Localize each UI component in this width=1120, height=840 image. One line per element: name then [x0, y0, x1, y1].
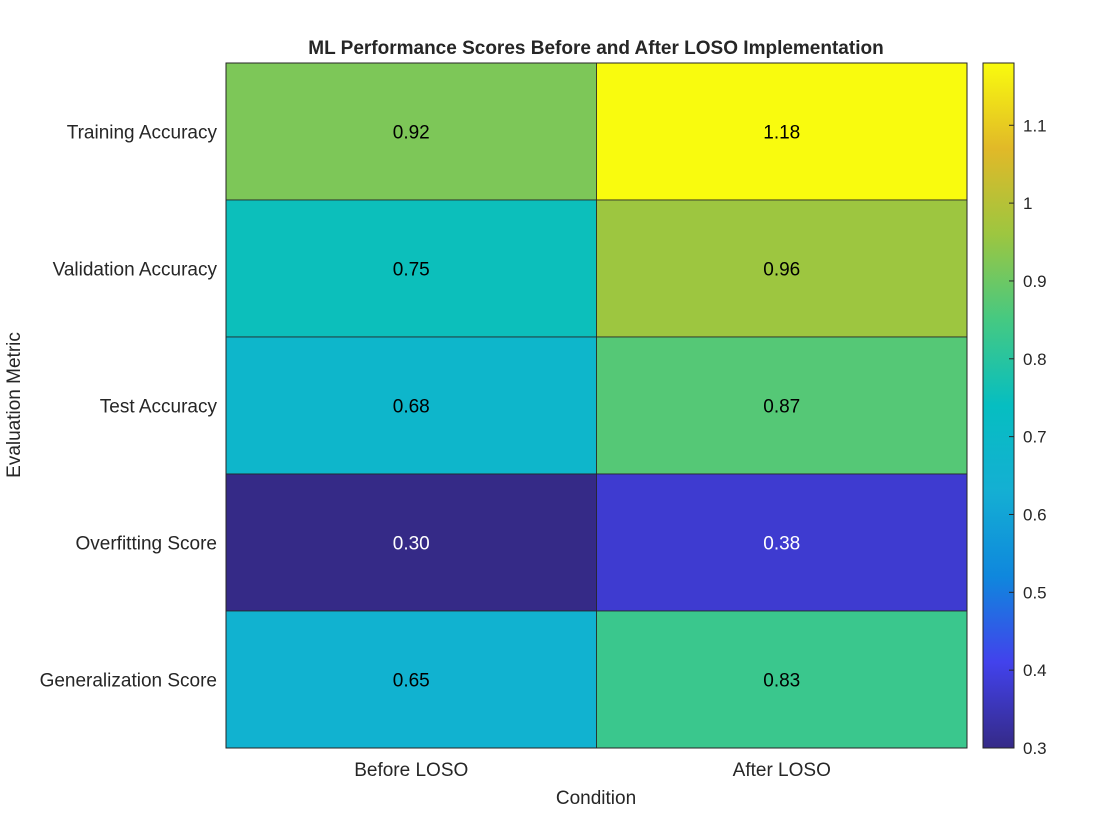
heatmap-cell — [225, 199, 597, 338]
colorbar-tick-label: 0.7 — [1023, 428, 1047, 447]
heatmap-cell — [596, 62, 968, 201]
cell-value-label: 0.68 — [393, 397, 430, 418]
heatmap-cell — [596, 199, 968, 338]
colorbar-tick-label: 1 — [1023, 194, 1032, 213]
colorbar-tick-label: 0.8 — [1023, 350, 1047, 369]
y-tick-label: Overfitting Score — [76, 534, 218, 555]
cell-value-label: 0.96 — [763, 260, 800, 281]
cell-value-label: 0.75 — [393, 260, 430, 281]
heatmap-cells: 0.92 1.18 0.75 0.96 0.68 0.87 0.30 0.38 0.65 0.83 — [225, 62, 968, 749]
chart-title: ML Performance Scores Before and After L… — [308, 38, 883, 59]
y-tick-label: Test Accuracy — [100, 397, 218, 418]
colorbar-tick-label: 0.5 — [1023, 583, 1047, 602]
colorbar-tick-label: 0.3 — [1023, 739, 1047, 758]
x-tick-labels: Before LOSO After LOSO — [354, 760, 831, 781]
x-axis-label: Condition — [556, 788, 636, 809]
y-tick-label: Training Accuracy — [67, 123, 218, 144]
heatmap-cell — [225, 62, 597, 201]
cell-value-label: 1.18 — [763, 123, 800, 144]
colorbar-tick-label: 0.9 — [1023, 272, 1047, 291]
colorbar-gradient — [982, 62, 1015, 749]
x-tick-label: Before LOSO — [354, 760, 468, 781]
heatmap-cell — [596, 336, 968, 475]
heatmap-cell — [225, 336, 597, 475]
heatmap-cell — [596, 610, 968, 749]
colorbar-tick-label: 0.4 — [1023, 661, 1047, 680]
colorbar: 0.3 0.4 0.5 0.6 0.7 0.8 0.9 1 1.1 — [982, 62, 1047, 758]
heatmap-cell — [225, 473, 597, 612]
colorbar-tick-label: 0.6 — [1023, 505, 1047, 524]
y-tick-label: Validation Accuracy — [53, 260, 218, 281]
plot-frame — [225, 62, 968, 749]
cell-value-label: 0.65 — [393, 671, 430, 692]
cell-value-label: 0.87 — [763, 397, 800, 418]
cell-value-label: 0.38 — [763, 534, 800, 555]
cell-value-label: 0.30 — [393, 534, 430, 555]
y-tick-label: Generalization Score — [40, 671, 217, 692]
heatmap-cell — [596, 473, 968, 612]
x-tick-label: After LOSO — [733, 760, 831, 781]
y-tick-labels: Training Accuracy Validation Accuracy Test… — [40, 123, 218, 692]
y-axis-label: Evaluation Metric — [4, 332, 25, 478]
cell-value-label: 0.83 — [763, 671, 800, 692]
colorbar-tick-label: 1.1 — [1023, 116, 1047, 135]
cell-value-label: 0.92 — [393, 123, 430, 144]
